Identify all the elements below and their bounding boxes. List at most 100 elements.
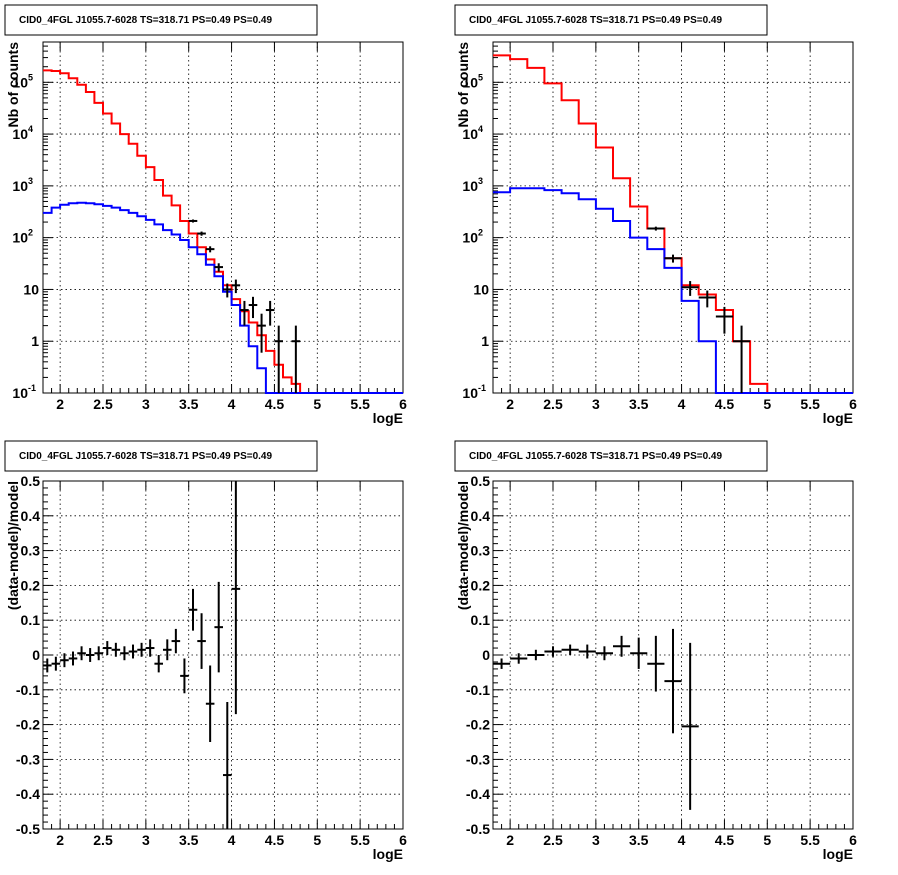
title-box (4, 440, 318, 472)
plot-frame (492, 41, 854, 394)
y-tick-label: 0.3 (21, 543, 41, 559)
plot-title: CID0_4FGL J1055.7-6028 TS=318.71 PS=0.49… (469, 451, 722, 462)
x-axis-ticks (42, 481, 404, 829)
model-total-line (43, 69, 403, 394)
plot-title: CID0_4FGL J1055.7-6028 TS=318.71 PS=0.49… (19, 15, 272, 26)
y-tick-label: -0.1 (16, 682, 40, 698)
data-point (240, 300, 249, 326)
data-point (664, 254, 682, 263)
y-tick-label: 0.4 (21, 508, 41, 524)
data-point (85, 648, 95, 662)
x-tick-label: 5.5 (350, 396, 370, 412)
y-tick-label: 0.5 (471, 473, 491, 489)
y-tick-label: 10 (462, 178, 478, 194)
data-point (630, 637, 648, 669)
y-axis-ticks (43, 480, 53, 830)
title-box (454, 440, 768, 472)
y-tick-exponent: -1 (478, 383, 486, 393)
data-point (510, 653, 528, 664)
y-tick-label: 0.4 (471, 508, 491, 524)
data-point (223, 283, 232, 298)
y-tick-label: -0.3 (466, 751, 490, 767)
y-tick-label: 0 (482, 647, 490, 663)
x-tick-label: 6 (849, 832, 857, 848)
data-points (188, 219, 301, 393)
y-tick-label: -0.4 (466, 786, 490, 802)
data-point (180, 658, 189, 694)
data-point (527, 649, 545, 661)
x-tick-label: 2.5 (543, 396, 563, 412)
data-point (231, 481, 241, 715)
y-tick-label: -0.2 (466, 717, 490, 733)
data-point (68, 651, 78, 666)
grid-lines (43, 42, 403, 393)
model-total-line (493, 54, 853, 394)
data-point (493, 658, 511, 669)
data-point (223, 701, 232, 829)
x-tick-label: 5 (763, 396, 771, 412)
y-tick-exponent: 5 (28, 72, 33, 82)
x-tick-label: 3 (142, 396, 150, 412)
x-axis-ticks (492, 481, 854, 829)
x-axis-title: logE (823, 846, 853, 862)
grid-lines (493, 42, 853, 393)
data-point (137, 642, 146, 657)
plot-frame (42, 41, 404, 394)
data-point (595, 646, 613, 661)
data-point (274, 325, 283, 393)
data-point (103, 641, 112, 655)
data-point (578, 644, 596, 659)
y-tick-label: 0.2 (471, 577, 491, 593)
y-tick-label: 10 (12, 178, 28, 194)
data-point (197, 231, 206, 236)
title-box (454, 4, 768, 36)
panel-counts-right: CID0_4FGL J1055.7-6028 TS=318.71 PS=0.49… (454, 4, 857, 426)
x-tick-label: 4 (228, 832, 236, 848)
data-point (188, 588, 198, 631)
data-point (43, 658, 52, 673)
x-tick-label: 3.5 (629, 396, 649, 412)
y-tick-label: 10 (23, 281, 39, 297)
x-tick-label: 3.5 (629, 832, 649, 848)
data-point (197, 613, 206, 669)
panel-residuals-right: CID0_4FGL J1055.7-6028 TS=318.71 PS=0.49… (454, 440, 857, 862)
data-point (51, 656, 61, 671)
x-tick-label: 2 (506, 832, 514, 848)
x-tick-label: 4 (678, 396, 686, 412)
x-tick-label: 6 (399, 832, 407, 848)
y-tick-exponent: 5 (478, 72, 483, 82)
y-tick-label: 10 (462, 385, 478, 401)
x-axis-title: logE (373, 410, 403, 426)
y-axis-title: Nb of counts (5, 42, 21, 128)
y-axis-ticks (43, 41, 53, 394)
y-tick-label: 10 (12, 126, 28, 142)
data-point (205, 665, 215, 742)
y-tick-exponent: 4 (478, 124, 483, 134)
data-point (94, 646, 103, 661)
y-tick-label: 0 (32, 647, 40, 663)
x-tick-label: 4.5 (265, 832, 285, 848)
y-axis-title: (data-model)/model (5, 481, 21, 610)
data-point (214, 263, 223, 272)
y-axis-title: (data-model)/model (455, 481, 471, 610)
y-tick-label: -0.1 (466, 682, 490, 698)
y-tick-label: -0.3 (16, 751, 40, 767)
data-point (248, 296, 258, 319)
x-tick-label: 2 (56, 832, 64, 848)
data-point (120, 646, 129, 661)
data-points (43, 481, 241, 829)
y-tick-exponent: 2 (478, 228, 483, 238)
data-point (214, 581, 223, 673)
y-tick-label: 10 (473, 281, 489, 297)
plot-title: CID0_4FGL J1055.7-6028 TS=318.71 PS=0.49… (469, 15, 722, 26)
data-point (171, 628, 181, 654)
x-tick-label: 3 (142, 832, 150, 848)
y-tick-label: 10 (12, 385, 28, 401)
data-point (205, 246, 215, 253)
y-tick-label: 10 (12, 74, 28, 90)
x-tick-label: 6 (849, 396, 857, 412)
data-point (733, 325, 751, 393)
x-tick-label: 4 (228, 396, 236, 412)
data-point (128, 644, 138, 659)
x-tick-label: 3.5 (179, 832, 199, 848)
